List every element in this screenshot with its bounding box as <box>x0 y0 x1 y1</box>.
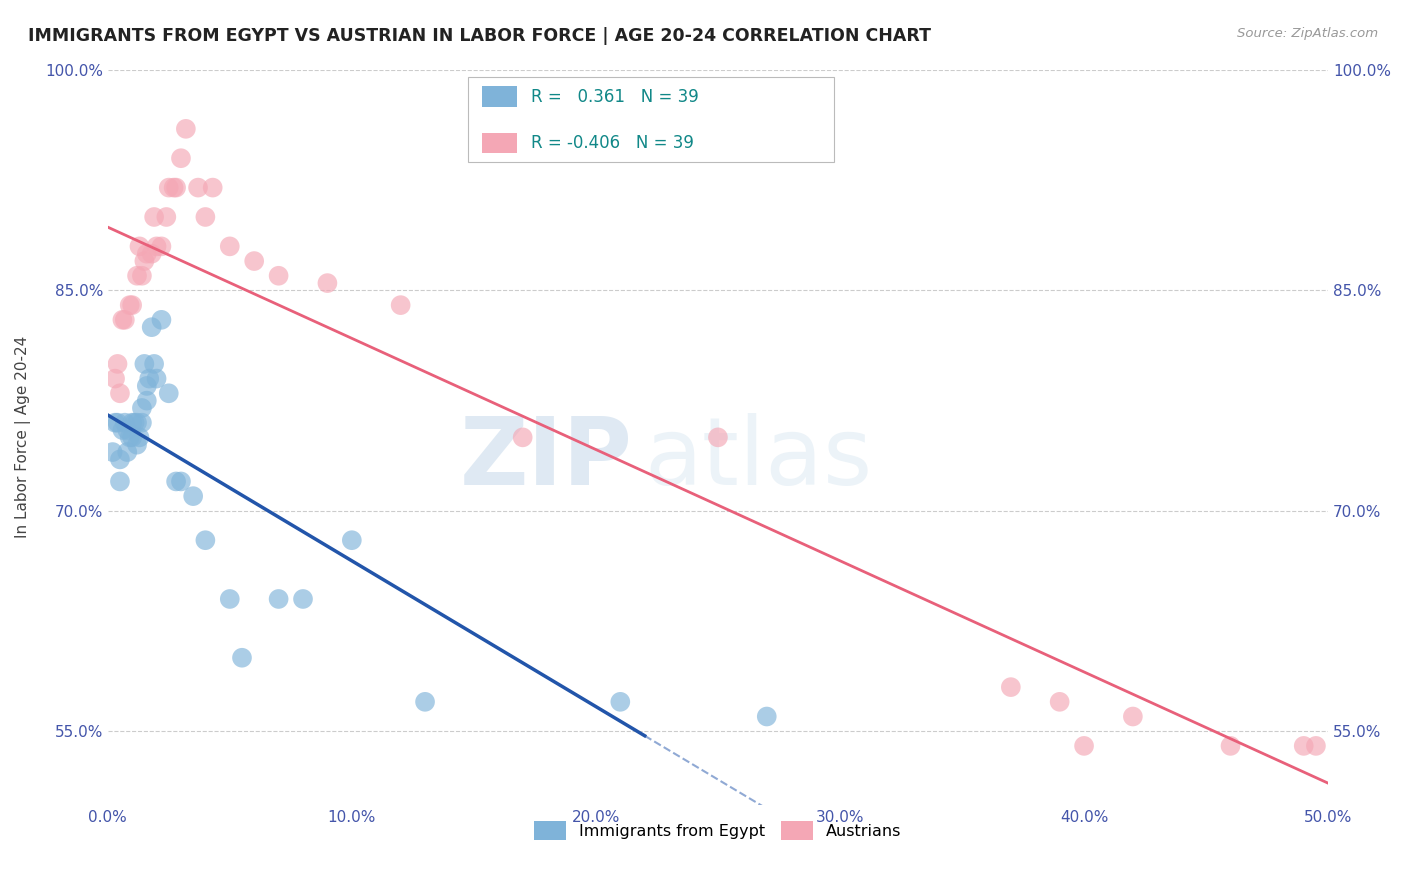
Point <box>316 276 339 290</box>
Point <box>292 591 315 606</box>
Point <box>135 246 157 260</box>
Point <box>114 313 136 327</box>
Point <box>157 180 180 194</box>
Point <box>1219 739 1241 753</box>
Point <box>107 416 129 430</box>
Point <box>165 180 187 194</box>
Point <box>1122 709 1144 723</box>
Y-axis label: In Labor Force | Age 20-24: In Labor Force | Age 20-24 <box>15 336 31 539</box>
Point <box>121 416 143 430</box>
Point <box>111 423 134 437</box>
Point <box>104 371 127 385</box>
Point <box>101 445 124 459</box>
Point <box>131 416 153 430</box>
Point <box>243 254 266 268</box>
Point <box>108 386 131 401</box>
Point <box>121 430 143 444</box>
Point <box>125 416 148 430</box>
Point <box>150 313 173 327</box>
Point <box>117 445 139 459</box>
Point <box>389 298 412 312</box>
Legend: Immigrants from Egypt, Austrians: Immigrants from Egypt, Austrians <box>530 816 907 845</box>
Point <box>413 695 436 709</box>
Point <box>163 180 186 194</box>
Point <box>131 268 153 283</box>
Point <box>124 416 146 430</box>
Point <box>231 650 253 665</box>
Bar <box>482 133 516 153</box>
Point <box>194 533 217 548</box>
Point <box>218 239 240 253</box>
Point <box>143 357 166 371</box>
Point <box>150 239 173 253</box>
Point <box>707 430 730 444</box>
Point <box>170 475 193 489</box>
Point <box>1073 739 1095 753</box>
Point <box>194 210 217 224</box>
Point <box>134 254 156 268</box>
Text: R = -0.406   N = 39: R = -0.406 N = 39 <box>531 134 695 152</box>
FancyBboxPatch shape <box>468 78 834 161</box>
Point <box>201 180 224 194</box>
Point <box>157 386 180 401</box>
Point <box>118 430 141 444</box>
Point <box>145 239 167 253</box>
Point <box>145 371 167 385</box>
Point <box>128 239 150 253</box>
Point <box>1049 695 1071 709</box>
Point <box>108 475 131 489</box>
Point <box>755 709 778 723</box>
Point <box>218 591 240 606</box>
Point <box>143 210 166 224</box>
Point <box>141 320 163 334</box>
Point <box>609 695 631 709</box>
Point <box>1305 739 1327 753</box>
Bar <box>482 87 516 107</box>
Point <box>187 180 209 194</box>
Point <box>104 416 127 430</box>
Point <box>267 268 290 283</box>
Point <box>134 357 156 371</box>
Point <box>117 423 139 437</box>
Point <box>267 591 290 606</box>
Point <box>174 121 197 136</box>
Point <box>121 298 143 312</box>
Point <box>135 379 157 393</box>
Point <box>170 151 193 165</box>
Point <box>1292 739 1315 753</box>
Point <box>135 393 157 408</box>
Point <box>118 298 141 312</box>
Point <box>111 313 134 327</box>
Point <box>138 371 160 385</box>
Point <box>512 430 534 444</box>
Text: atlas: atlas <box>645 413 873 506</box>
Point <box>181 489 204 503</box>
Point <box>1000 680 1022 694</box>
Point <box>125 268 148 283</box>
Text: Source: ZipAtlas.com: Source: ZipAtlas.com <box>1237 27 1378 40</box>
Text: ZIP: ZIP <box>460 413 633 506</box>
Point <box>108 452 131 467</box>
Text: R =   0.361   N = 39: R = 0.361 N = 39 <box>531 87 699 105</box>
Point <box>165 475 187 489</box>
Text: IMMIGRANTS FROM EGYPT VS AUSTRIAN IN LABOR FORCE | AGE 20-24 CORRELATION CHART: IMMIGRANTS FROM EGYPT VS AUSTRIAN IN LAB… <box>28 27 931 45</box>
Point <box>340 533 363 548</box>
Point <box>131 401 153 415</box>
Point <box>155 210 177 224</box>
Point <box>114 416 136 430</box>
Point <box>125 438 148 452</box>
Point <box>128 430 150 444</box>
Point <box>141 246 163 260</box>
Point <box>107 357 129 371</box>
